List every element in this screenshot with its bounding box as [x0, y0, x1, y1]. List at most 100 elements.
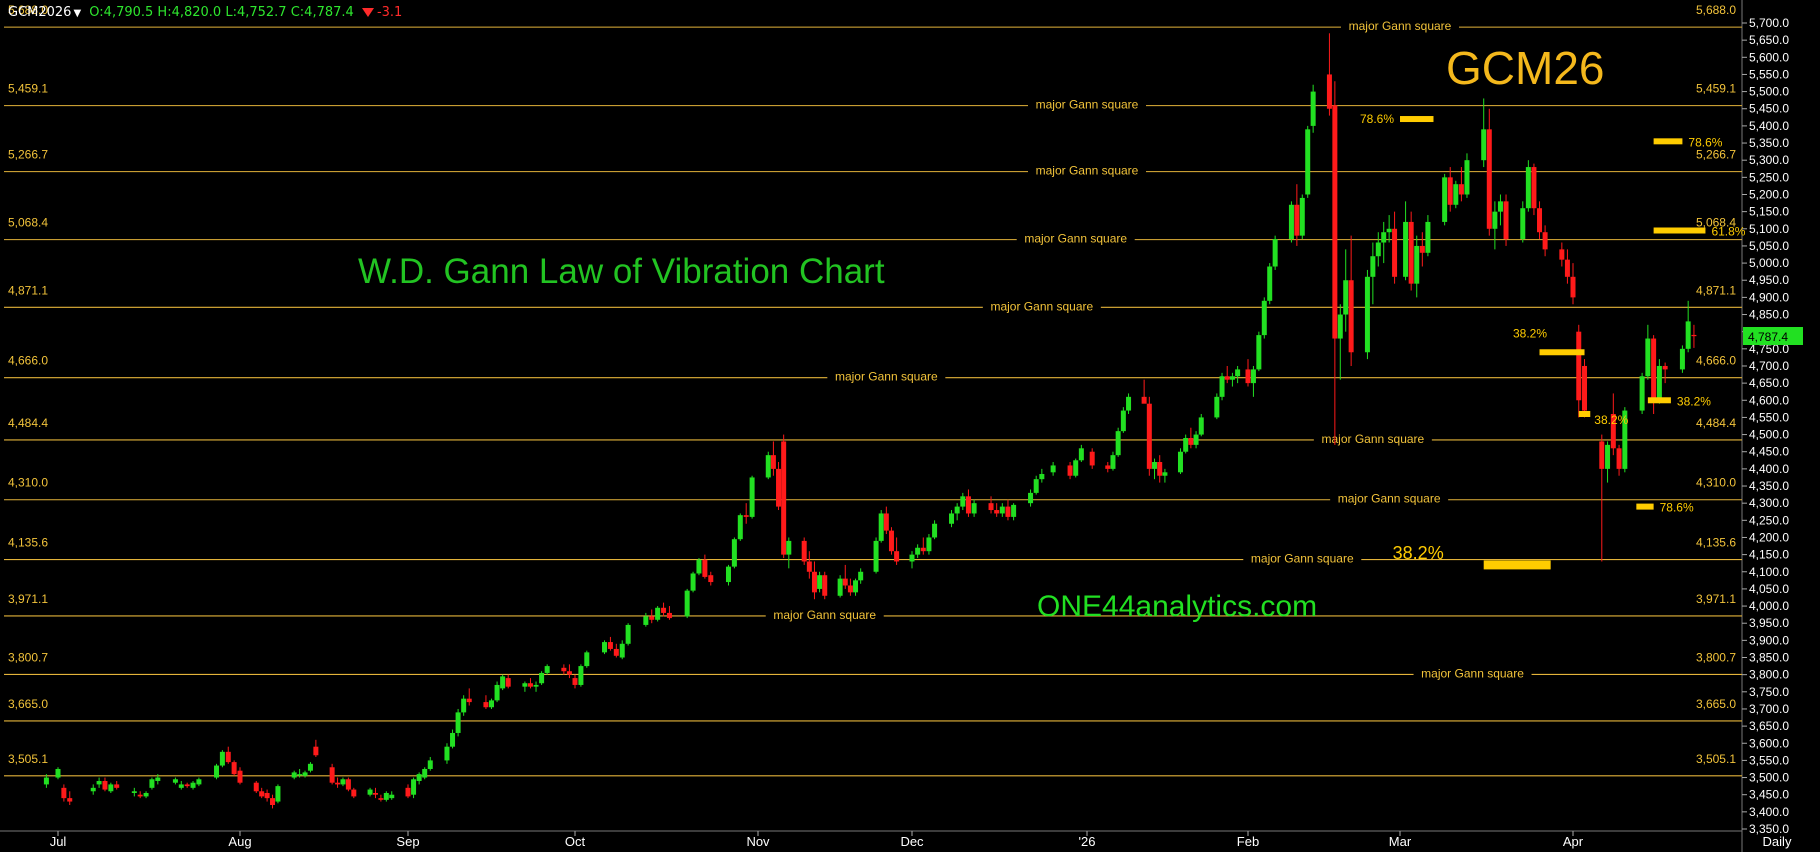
- gann-level-label-right: 5,068.4: [1696, 216, 1736, 230]
- y-tick-label: 5,150.0: [1749, 205, 1789, 219]
- candle-body: [340, 779, 346, 785]
- x-tick-label: Feb: [1237, 834, 1259, 849]
- candle-body: [345, 779, 351, 790]
- gann-level-label-right: 4,135.6: [1696, 536, 1736, 550]
- gann-level-label-left: 4,310.0: [8, 476, 48, 490]
- candle-body: [1442, 177, 1448, 222]
- candle-body: [965, 496, 971, 514]
- y-tick-label: 4,900.0: [1749, 290, 1789, 304]
- candle-body: [1245, 369, 1251, 384]
- gann-level-label-right: 5,688.0: [1696, 3, 1736, 17]
- y-tick-label: 4,550.0: [1749, 410, 1789, 424]
- candle-body: [444, 746, 450, 761]
- candle-body: [786, 540, 792, 555]
- candle-body: [1039, 474, 1045, 480]
- candle-body: [1582, 365, 1588, 411]
- candle-body: [544, 666, 550, 673]
- gann-level-label-right: 3,800.7: [1696, 650, 1736, 664]
- symbol-label[interactable]: GCM2026: [8, 5, 72, 20]
- candle-body: [853, 580, 859, 593]
- gann-level-label-left: 4,135.6: [8, 536, 48, 550]
- symbol-dropdown-icon[interactable]: ▼: [73, 8, 82, 19]
- candle-body: [184, 784, 190, 787]
- y-tick-label: 3,450.0: [1749, 788, 1789, 802]
- gann-tag-bg: [1413, 666, 1532, 681]
- fib-label: 38.2%: [1677, 394, 1711, 408]
- candle-body: [137, 794, 143, 797]
- candle-body: [817, 575, 823, 589]
- candle-body: [1679, 348, 1685, 370]
- candle-body: [1685, 321, 1691, 349]
- gann-level-label-right: 4,666.0: [1696, 354, 1736, 368]
- y-tick-label: 5,500.0: [1749, 85, 1789, 99]
- fib-marker: [1578, 410, 1591, 417]
- y-tick-label: 5,050.0: [1749, 239, 1789, 253]
- candle-body: [578, 666, 584, 685]
- gann-tag-bg: [1028, 163, 1146, 178]
- y-tick-label: 3,400.0: [1749, 805, 1789, 819]
- fib-label: 78.6%: [1660, 501, 1694, 515]
- candle-body: [1403, 221, 1409, 277]
- candle-body: [613, 648, 619, 656]
- candle-body: [297, 774, 303, 776]
- gann-tag: major Gann square: [1421, 666, 1524, 680]
- gann-level-label-left: 5,688.0: [8, 3, 48, 17]
- candle-body: [190, 782, 196, 788]
- candle-body: [329, 767, 335, 783]
- gann-level-label-left: 4,871.1: [8, 283, 48, 297]
- candle-body: [725, 566, 731, 583]
- candle-body: [522, 683, 528, 687]
- gann-tag-bg: [982, 299, 1101, 314]
- candle-body: [1272, 239, 1278, 267]
- candle-body: [873, 540, 879, 572]
- x-tick-label: Apr: [1563, 834, 1584, 849]
- candle-body: [172, 779, 178, 783]
- candle-body: [1375, 242, 1381, 257]
- candle-body: [561, 667, 567, 672]
- current-price-label: 4,787.4: [1748, 330, 1788, 344]
- candle-body: [731, 539, 737, 567]
- candle-body: [1089, 451, 1095, 466]
- candle-body: [466, 698, 472, 703]
- candle-body: [131, 791, 137, 793]
- candle-body: [655, 607, 661, 620]
- y-tick-label: 4,200.0: [1749, 530, 1789, 544]
- y-tick-label: 3,800.0: [1749, 668, 1789, 682]
- gann-level-label-left: 4,484.4: [8, 416, 48, 430]
- candle-body: [584, 652, 590, 667]
- candle-body: [737, 515, 743, 540]
- candle-body: [231, 762, 237, 775]
- candle-body: [1408, 221, 1414, 284]
- candle-body: [999, 506, 1005, 514]
- candle-body: [539, 672, 545, 684]
- gann-tag-bg: [1243, 551, 1362, 566]
- candle-body: [411, 779, 417, 795]
- candle-body: [842, 578, 848, 586]
- candle-body: [302, 772, 308, 776]
- y-tick-label: 4,250.0: [1749, 513, 1789, 527]
- candle-body: [1525, 167, 1531, 209]
- candle-body: [1662, 365, 1668, 370]
- candle-body: [1115, 431, 1121, 456]
- y-tick-label: 4,500.0: [1749, 428, 1789, 442]
- gann-tag-bg: [1028, 97, 1146, 112]
- candle-body: [378, 798, 384, 800]
- x-tick-label: Nov: [746, 834, 770, 849]
- y-tick-label: 4,650.0: [1749, 376, 1789, 390]
- ohlc-values: O:4,790.5 H:4,820.0 L:4,752.7 C:4,787.4: [89, 5, 354, 20]
- candle-body: [661, 607, 667, 613]
- candle-body: [994, 510, 1000, 514]
- y-tick-label: 3,900.0: [1749, 633, 1789, 647]
- candle-body: [801, 540, 807, 562]
- gann-level-label-right: 5,459.1: [1696, 82, 1736, 96]
- y-tick-label: 4,050.0: [1749, 582, 1789, 596]
- candle-body: [335, 782, 341, 785]
- candle-body: [878, 513, 884, 541]
- candle-body: [566, 671, 572, 675]
- fib-marker: [1653, 227, 1706, 234]
- candle-body: [143, 792, 149, 797]
- gann-level-label-left: 3,665.0: [8, 697, 48, 711]
- candle-body: [1188, 438, 1194, 445]
- candle-body: [1447, 177, 1453, 205]
